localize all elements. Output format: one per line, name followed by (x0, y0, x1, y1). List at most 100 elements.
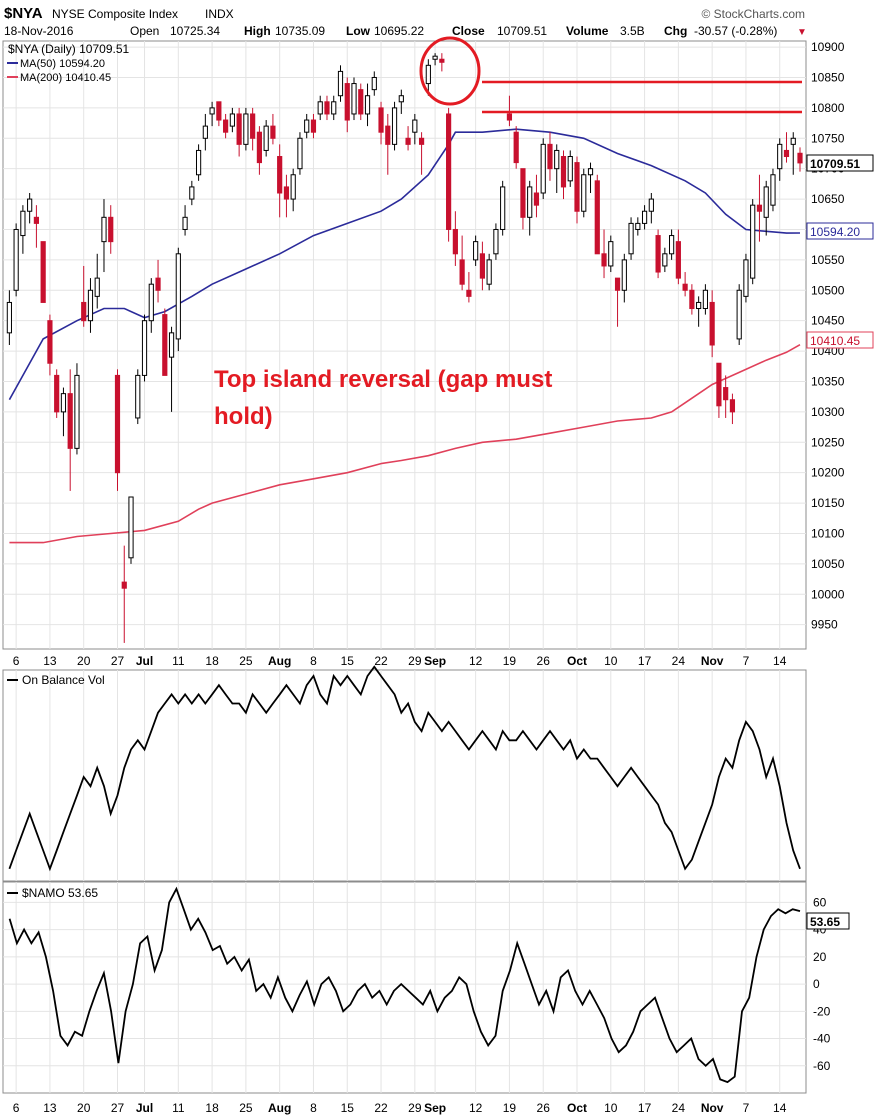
candle-down (783, 149, 790, 158)
namo-tick-label: 60 (813, 895, 827, 909)
obv-line (8, 665, 801, 872)
low-value: 10695.22 (374, 24, 424, 38)
candle-down (114, 374, 121, 474)
annotation-text-line2: hold) (214, 403, 273, 430)
price-panel-frame (2, 40, 807, 650)
candle-up (696, 301, 702, 310)
legend-ma50: MA(50) 10594.20 (20, 58, 105, 70)
x-tick-label: 26 (537, 654, 551, 668)
candle-up (750, 204, 756, 279)
x-tick-label: Sep (424, 654, 446, 668)
low-label: Low (346, 24, 371, 38)
x-tick-label: 11 (172, 654, 185, 668)
price-tick-label: 10300 (811, 405, 845, 419)
x-tick-label: Aug (268, 654, 291, 668)
candle-down (283, 186, 290, 200)
candle-down (250, 113, 256, 139)
x-tick-label: 18 (205, 654, 219, 668)
price-tick-label: 10100 (811, 526, 845, 540)
candle-up (13, 228, 19, 291)
namo-panel-frame (2, 881, 807, 1094)
x-tick-label: Jul (136, 654, 153, 668)
candle-up (87, 289, 94, 322)
candle-up (304, 119, 310, 133)
exchange-label: INDX (205, 7, 234, 21)
candle-up (74, 374, 80, 449)
candle-down (310, 119, 317, 133)
price-tick-label: 10000 (811, 587, 845, 601)
candle-up (581, 174, 587, 212)
ma200-layer (9, 344, 801, 544)
x-tick-label: 22 (374, 1101, 388, 1115)
candle-up (635, 222, 641, 230)
price-tick-label: 10900 (811, 40, 845, 54)
x-tick-label: 25 (239, 654, 253, 668)
x-tick-label: 8 (310, 1101, 317, 1115)
x-tick-label: 27 (111, 1101, 125, 1115)
namo-tick-label: -60 (813, 1059, 831, 1073)
ma50-layer (8, 128, 801, 401)
candle-up (337, 70, 344, 97)
x-tick-label: Nov (701, 1101, 724, 1115)
candle-up (297, 137, 303, 170)
candle-down (344, 83, 350, 121)
candle-up (743, 259, 749, 297)
candle-down (601, 253, 607, 267)
price-tick-label: 10850 (811, 70, 845, 84)
candle-up (229, 113, 235, 127)
candle-up (493, 228, 499, 255)
candle-down (33, 216, 40, 224)
candle-down (54, 374, 60, 413)
candle-up (662, 253, 668, 267)
value-tags: 10709.51 10594.20 10410.45 53.65 (806, 154, 874, 930)
candle-up (189, 186, 195, 200)
candle-up (790, 137, 796, 145)
candle-up (101, 216, 107, 243)
price-tick-label: 10200 (811, 466, 845, 480)
x-tick-label: 10 (604, 654, 618, 668)
candle-layer (6, 53, 803, 643)
x-tick-label: Jul (136, 1101, 153, 1115)
candle-down (682, 283, 688, 291)
price-tick-label: 10750 (811, 131, 845, 145)
candle-up (182, 216, 188, 230)
candle-up (702, 289, 708, 310)
candle-up (432, 55, 438, 60)
obv-legend: On Balance Vol (7, 673, 105, 687)
candle-up (554, 149, 560, 170)
candle-up (209, 107, 215, 115)
candle-down (378, 107, 384, 133)
price-tick-label: 10150 (811, 496, 845, 510)
candle-up (567, 156, 573, 182)
candle-down (614, 277, 621, 291)
x-tick-label: 19 (503, 654, 517, 668)
namo-tick-label: -20 (813, 1004, 831, 1018)
x-tick-label: 29 (408, 654, 422, 668)
price-tick-label: 10450 (811, 314, 845, 328)
candle-down (675, 241, 681, 279)
candle-down (479, 253, 485, 279)
candle-down (47, 320, 53, 364)
candle-down (446, 113, 452, 230)
x-tick-label: 15 (341, 1101, 355, 1115)
candle-down (513, 131, 519, 164)
candle-up (317, 101, 323, 115)
candle-up (398, 95, 404, 103)
candle-up (628, 222, 634, 255)
grid-layer (3, 41, 806, 1093)
candle-up (736, 289, 742, 340)
x-tick-label: 17 (638, 654, 652, 668)
namo-tag: 53.65 (810, 915, 840, 929)
x-tick-label: 29 (408, 1101, 422, 1115)
candle-up (148, 283, 154, 322)
candle-up (364, 95, 371, 115)
candle-down (162, 314, 168, 376)
candle-up (168, 332, 175, 358)
candle-up (195, 149, 202, 176)
price-tick-label: 10550 (811, 253, 845, 267)
candle-down (520, 168, 526, 218)
namo-tag-box (806, 912, 850, 930)
candle-down (67, 393, 73, 449)
annotation-text-line1: Top island reversal (gap must (214, 366, 552, 393)
candle-down (729, 399, 736, 413)
